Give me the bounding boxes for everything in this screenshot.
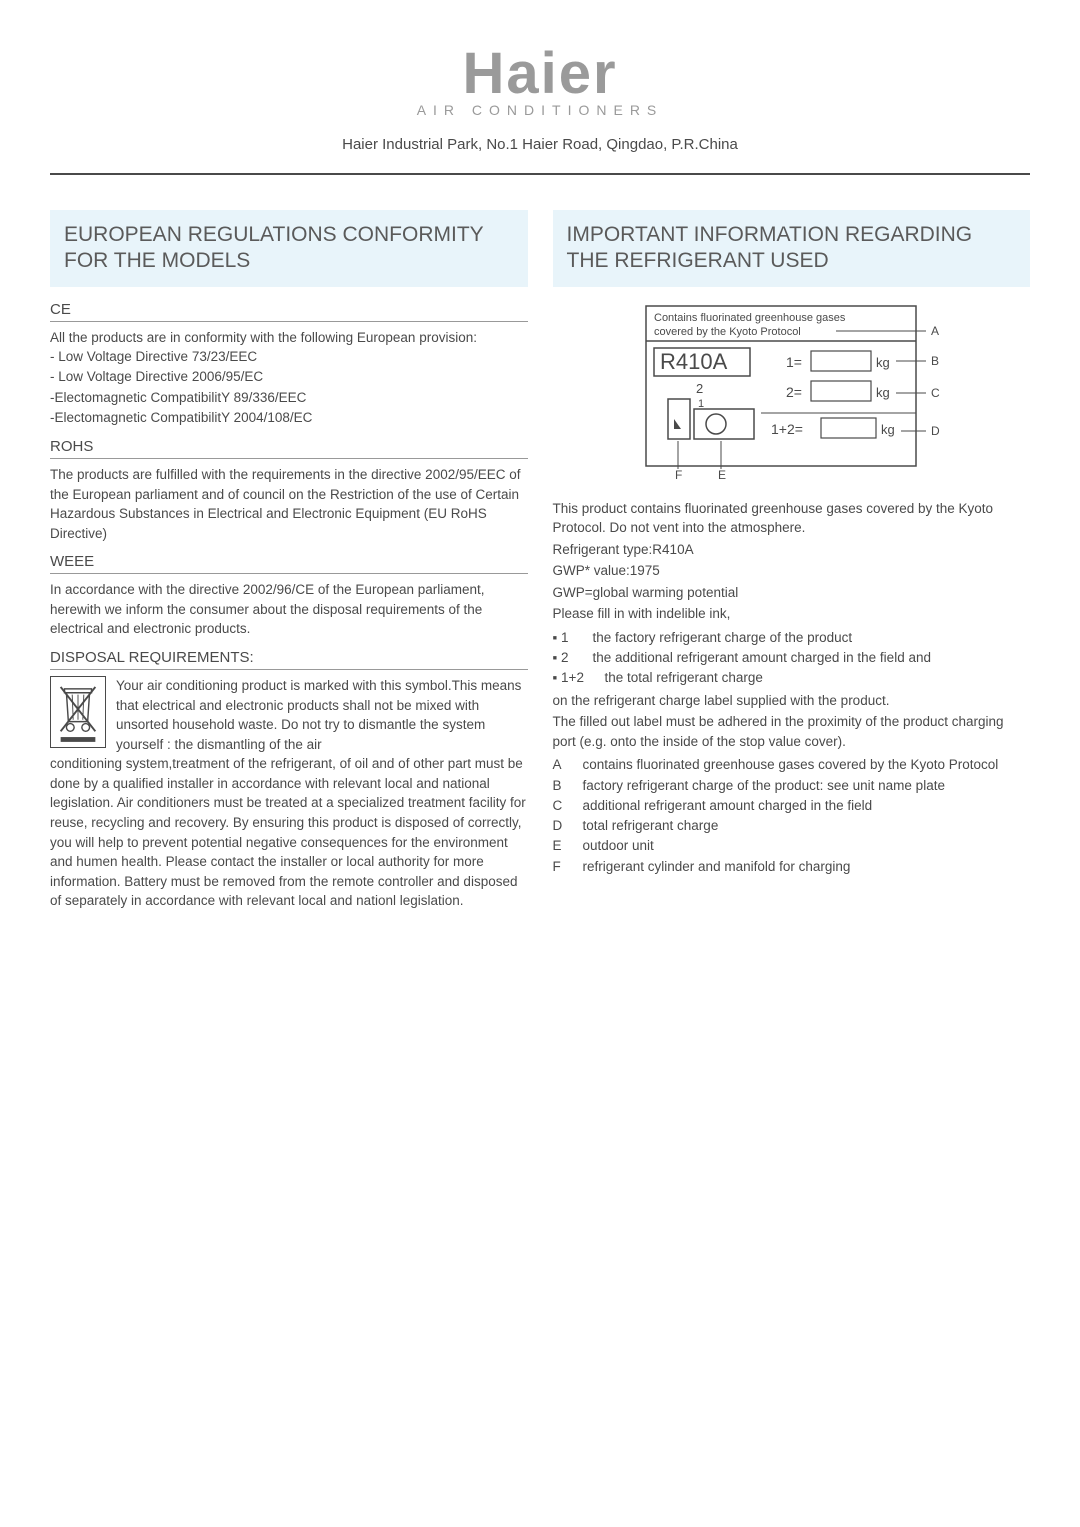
company-address: Haier Industrial Park, No.1 Haier Road, … xyxy=(50,136,1030,153)
ce-item: - Low Voltage Directive 73/23/EEC xyxy=(50,347,528,367)
svg-text:E: E xyxy=(718,468,726,481)
ce-heading: CE xyxy=(50,301,528,322)
header-divider xyxy=(50,173,1030,175)
disposal-rest: conditioning system,treatment of the ref… xyxy=(50,754,528,911)
logo-text: Haier xyxy=(50,40,1030,107)
svg-text:Contains fluorinated greenhous: Contains fluorinated greenhouse gases xyxy=(654,312,846,324)
content-columns: EUROPEAN REGULATIONS CONFORMITY FOR THE … xyxy=(50,210,1030,911)
svg-text:A: A xyxy=(931,324,939,338)
ce-intro: All the products are in conformity with … xyxy=(50,328,528,348)
right-section-title: IMPORTANT INFORMATION REGARDING THE REFR… xyxy=(553,210,1031,287)
svg-text:kg: kg xyxy=(876,355,890,370)
gwp-value: GWP* value:1975 xyxy=(553,561,1031,581)
svg-text:2=: 2= xyxy=(786,384,802,400)
ce-directive-list: - Low Voltage Directive 73/23/EEC - Low … xyxy=(50,347,528,428)
svg-text:kg: kg xyxy=(876,385,890,400)
ce-item: -Electomagnetic CompatibilitY 89/336/EEC xyxy=(50,388,528,408)
bullet-value: the total refrigerant charge xyxy=(605,668,763,688)
refrigerant-intro: This product contains fluorinated greenh… xyxy=(553,499,1031,538)
svg-text:C: C xyxy=(931,386,940,400)
definition-list: A contains fluorinated greenhouse gases … xyxy=(553,755,1031,877)
post-text-2: The filled out label must be adhered in … xyxy=(553,712,1031,751)
bullet-value: the factory refrigerant charge of the pr… xyxy=(593,628,853,648)
svg-text:B: B xyxy=(931,354,939,368)
rohs-heading: ROHS xyxy=(50,438,528,459)
weee-heading: WEEE xyxy=(50,553,528,574)
bullet-item: ▪ 1 the factory refrigerant charge of th… xyxy=(553,628,1031,648)
svg-text:covered by the Kyoto Protocol: covered by the Kyoto Protocol xyxy=(654,326,801,338)
definition-value: total refrigerant charge xyxy=(583,816,719,836)
definition-item: E outdoor unit xyxy=(553,836,1031,856)
definition-key: D xyxy=(553,816,571,836)
post-text-1: on the refrigerant charge label supplied… xyxy=(553,691,1031,711)
svg-text:1=: 1= xyxy=(786,354,802,370)
weee-text: In accordance with the directive 2002/96… xyxy=(50,580,528,639)
definition-value: additional refrigerant amount charged in… xyxy=(583,796,873,816)
bullet-value: the additional refrigerant amount charge… xyxy=(593,648,931,668)
bullet-item: ▪ 1+2 the total refrigerant charge xyxy=(553,668,1031,688)
refrigerant-type: Refrigerant type:R410A xyxy=(553,540,1031,560)
definition-key: E xyxy=(553,836,571,856)
definition-key: C xyxy=(553,796,571,816)
right-column: IMPORTANT INFORMATION REGARDING THE REFR… xyxy=(553,210,1031,911)
disposal-block: Your air conditioning product is marked … xyxy=(50,676,528,754)
disposal-intro: Your air conditioning product is marked … xyxy=(116,676,528,754)
definition-item: B factory refrigerant charge of the prod… xyxy=(553,776,1031,796)
bullet-key: ▪ 2 xyxy=(553,648,581,668)
definition-value: refrigerant cylinder and manifold for ch… xyxy=(583,857,851,877)
refrigerant-label-diagram: Contains fluorinated greenhouse gases co… xyxy=(626,301,956,481)
svg-text:F: F xyxy=(675,468,682,481)
definition-key: B xyxy=(553,776,571,796)
definition-item: F refrigerant cylinder and manifold for … xyxy=(553,857,1031,877)
weee-bin-icon xyxy=(50,676,106,748)
ce-item: -Electomagnetic CompatibilitY 2004/108/E… xyxy=(50,408,528,428)
svg-text:D: D xyxy=(931,424,940,438)
definition-key: A xyxy=(553,755,571,775)
definition-key: F xyxy=(553,857,571,877)
gwp-definition: GWP=global warming potential xyxy=(553,583,1031,603)
ce-item: - Low Voltage Directive 2006/95/EC xyxy=(50,367,528,387)
svg-text:1: 1 xyxy=(698,398,704,410)
svg-text:2: 2 xyxy=(696,381,703,396)
disposal-heading: DISPOSAL REQUIREMENTS: xyxy=(50,649,528,670)
left-column: EUROPEAN REGULATIONS CONFORMITY FOR THE … xyxy=(50,210,528,911)
definition-value: factory refrigerant charge of the produc… xyxy=(583,776,945,796)
definition-value: contains fluorinated greenhouse gases co… xyxy=(583,755,999,775)
svg-text:kg: kg xyxy=(881,422,895,437)
rohs-text: The products are fulfilled with the requ… xyxy=(50,465,528,543)
bullet-key: ▪ 1+2 xyxy=(553,668,593,688)
svg-text:1+2=: 1+2= xyxy=(771,421,803,437)
definition-value: outdoor unit xyxy=(583,836,654,856)
logo-subtitle: AIR CONDITIONERS xyxy=(50,102,1030,118)
bullet-key: ▪ 1 xyxy=(553,628,581,648)
fill-instruction: Please fill in with indelible ink, xyxy=(553,604,1031,624)
bullet-item: ▪ 2 the additional refrigerant amount ch… xyxy=(553,648,1031,668)
definition-item: A contains fluorinated greenhouse gases … xyxy=(553,755,1031,775)
fill-bullets: ▪ 1 the factory refrigerant charge of th… xyxy=(553,628,1031,689)
page-header: Haier AIR CONDITIONERS Haier Industrial … xyxy=(50,40,1030,153)
definition-item: C additional refrigerant amount charged … xyxy=(553,796,1031,816)
definition-item: D total refrigerant charge xyxy=(553,816,1031,836)
left-section-title: EUROPEAN REGULATIONS CONFORMITY FOR THE … xyxy=(50,210,528,287)
svg-text:R410A: R410A xyxy=(660,349,728,374)
